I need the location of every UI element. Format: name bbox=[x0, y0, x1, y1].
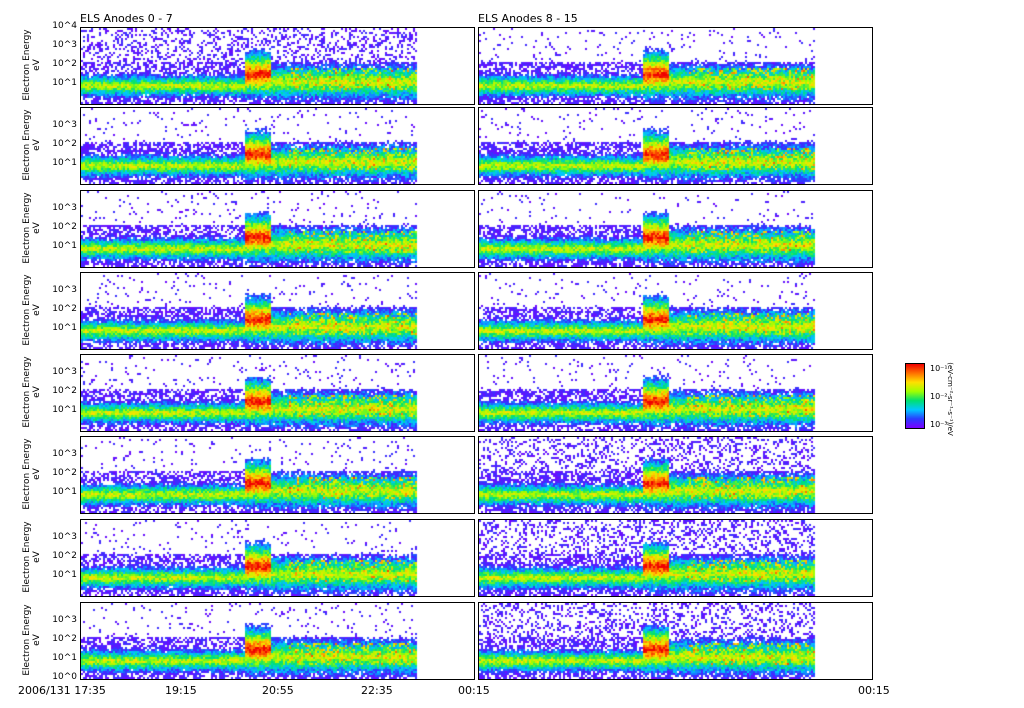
spectrogram-heatmap bbox=[81, 603, 474, 679]
spectrogram-heatmap bbox=[479, 520, 872, 596]
spectrogram-heatmap bbox=[81, 28, 474, 104]
spectrogram-panel-anode-3 bbox=[80, 272, 475, 350]
y-axis-label-part: Electron Energy bbox=[22, 29, 32, 101]
y-tick-label: 10^2 bbox=[52, 468, 77, 478]
colorbar-label: (eV-cm⁻²-sr⁻¹-s⁻¹)/eV bbox=[946, 362, 954, 436]
spectrogram-heatmap bbox=[479, 28, 872, 104]
spectrogram-panel-anode-10 bbox=[478, 190, 873, 268]
y-tick-label: 10^2 bbox=[52, 386, 77, 396]
spectrogram-heatmap bbox=[479, 273, 872, 349]
y-tick-label: 10^0 bbox=[52, 672, 77, 682]
y-tick-label: 10^1 bbox=[52, 158, 77, 168]
spectrogram-heatmap bbox=[479, 603, 872, 679]
spectrogram-heatmap bbox=[479, 191, 872, 267]
y-tick-label: 10^2 bbox=[52, 551, 77, 561]
y-tick-label: 10^3 bbox=[52, 120, 77, 130]
x-tick-label: 2006/131 17:35 bbox=[18, 684, 106, 697]
y-tick-label: 10^4 bbox=[52, 21, 77, 31]
y-tick-label: 10^1 bbox=[52, 241, 77, 251]
y-tick-label: 10^1 bbox=[52, 405, 77, 415]
spectrogram-panel-anode-15 bbox=[478, 602, 873, 680]
spectrogram-heatmap bbox=[81, 355, 474, 431]
x-tick-label: 00:15 bbox=[458, 684, 490, 697]
y-axis-label-part: eV bbox=[32, 386, 42, 398]
y-axis-label: Electron Energy eV bbox=[22, 270, 42, 350]
spectrogram-panel-anode-1 bbox=[80, 107, 475, 185]
y-axis-label-part: Electron Energy bbox=[22, 521, 32, 593]
spectrogram-panel-anode-13 bbox=[478, 436, 873, 514]
y-tick-label: 10^3 bbox=[52, 615, 77, 625]
x-tick-label: 20:55 bbox=[262, 684, 294, 697]
y-tick-label: 10^3 bbox=[52, 203, 77, 213]
spectrogram-heatmap bbox=[81, 273, 474, 349]
y-axis-label: Electron Energy eV bbox=[22, 517, 42, 597]
spectrogram-heatmap bbox=[479, 108, 872, 184]
y-tick-label: 10^2 bbox=[52, 139, 77, 149]
spectrogram-panel-anode-5 bbox=[80, 436, 475, 514]
y-tick-label: 10^3 bbox=[52, 40, 77, 50]
y-tick-label: 10^3 bbox=[52, 449, 77, 459]
y-axis-label-part: eV bbox=[32, 551, 42, 563]
spectrogram-panel-anode-2 bbox=[80, 190, 475, 268]
y-tick-label: 10^3 bbox=[52, 285, 77, 295]
spectrogram-panel-anode-8 bbox=[478, 27, 873, 105]
colorbar-tick: 10⁻² bbox=[930, 392, 948, 401]
y-axis-label-part: eV bbox=[32, 304, 42, 316]
colorbar-tick: 10⁻¹ bbox=[930, 364, 948, 373]
x-tick-label: 00:15 bbox=[858, 684, 890, 697]
y-tick-label: 10^3 bbox=[52, 532, 77, 542]
y-axis-label-part: eV bbox=[32, 634, 42, 646]
y-axis-label-part: eV bbox=[32, 139, 42, 151]
spectrogram-heatmap bbox=[81, 520, 474, 596]
y-axis-label: Electron Energy eV bbox=[22, 188, 42, 268]
y-tick-label: 10^2 bbox=[52, 304, 77, 314]
y-axis-label-part: eV bbox=[32, 222, 42, 234]
spectrogram-panel-anode-9 bbox=[478, 107, 873, 185]
y-axis-label-part: Electron Energy bbox=[22, 192, 32, 264]
spectrogram-heatmap bbox=[81, 437, 474, 513]
y-axis-label: Electron Energy eV bbox=[22, 105, 42, 185]
y-axis-label-part: eV bbox=[32, 468, 42, 480]
y-axis-label: Electron Energy eV bbox=[22, 352, 42, 432]
y-tick-label: 10^1 bbox=[52, 323, 77, 333]
y-axis-label-part: Electron Energy bbox=[22, 274, 32, 346]
y-axis-label: Electron Energy eV bbox=[22, 25, 42, 105]
right-column-title: ELS Anodes 8 - 15 bbox=[478, 12, 578, 25]
y-axis-label: Electron Energy eV bbox=[22, 434, 42, 514]
spectrogram-panel-anode-11 bbox=[478, 272, 873, 350]
y-tick-label: 10^2 bbox=[52, 634, 77, 644]
colorbar bbox=[905, 363, 925, 429]
y-tick-label: 10^1 bbox=[52, 487, 77, 497]
y-axis-label: Electron Energy eV bbox=[22, 600, 42, 680]
spectrogram-panel-anode-6 bbox=[80, 519, 475, 597]
y-axis-label-part: Electron Energy bbox=[22, 438, 32, 510]
x-tick-label: 22:35 bbox=[361, 684, 393, 697]
y-tick-label: 10^3 bbox=[52, 367, 77, 377]
y-axis-label-part: Electron Energy bbox=[22, 109, 32, 181]
spectrogram-panel-anode-4 bbox=[80, 354, 475, 432]
y-tick-label: 10^1 bbox=[52, 78, 77, 88]
spectrogram-panel-anode-14 bbox=[478, 519, 873, 597]
spectrogram-panel-anode-7 bbox=[80, 602, 475, 680]
spectrogram-heatmap bbox=[479, 355, 872, 431]
x-tick-label: 19:15 bbox=[165, 684, 197, 697]
y-axis-label-part: Electron Energy bbox=[22, 356, 32, 428]
colorbar-tick: 10⁻³ bbox=[930, 420, 948, 429]
y-tick-label: 10^2 bbox=[52, 222, 77, 232]
spectrogram-heatmap bbox=[81, 191, 474, 267]
y-tick-label: 10^1 bbox=[52, 653, 77, 663]
y-tick-label: 10^2 bbox=[52, 59, 77, 69]
left-column-title: ELS Anodes 0 - 7 bbox=[80, 12, 173, 25]
spectrogram-heatmap bbox=[479, 437, 872, 513]
spectrogram-panel-anode-0 bbox=[80, 27, 475, 105]
y-tick-label: 10^1 bbox=[52, 570, 77, 580]
y-axis-label-part: eV bbox=[32, 59, 42, 71]
spectrogram-heatmap bbox=[81, 108, 474, 184]
y-axis-label-part: Electron Energy bbox=[22, 604, 32, 676]
spectrogram-panel-anode-12 bbox=[478, 354, 873, 432]
